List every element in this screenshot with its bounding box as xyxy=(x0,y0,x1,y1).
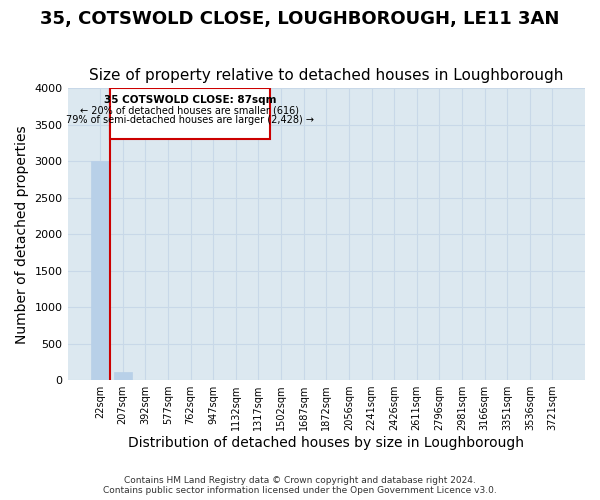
Bar xyxy=(91,162,109,380)
X-axis label: Distribution of detached houses by size in Loughborough: Distribution of detached houses by size … xyxy=(128,436,524,450)
Text: 35 COTSWOLD CLOSE: 87sqm: 35 COTSWOLD CLOSE: 87sqm xyxy=(104,94,276,104)
Title: Size of property relative to detached houses in Loughborough: Size of property relative to detached ho… xyxy=(89,68,563,83)
Text: Contains HM Land Registry data © Crown copyright and database right 2024.
Contai: Contains HM Land Registry data © Crown c… xyxy=(103,476,497,495)
Text: ← 20% of detached houses are smaller (616): ← 20% of detached houses are smaller (61… xyxy=(80,105,299,115)
Y-axis label: Number of detached properties: Number of detached properties xyxy=(15,125,29,344)
FancyBboxPatch shape xyxy=(110,88,270,140)
Text: 79% of semi-detached houses are larger (2,428) →: 79% of semi-detached houses are larger (… xyxy=(66,115,314,125)
Bar xyxy=(113,372,132,380)
Text: 35, COTSWOLD CLOSE, LOUGHBOROUGH, LE11 3AN: 35, COTSWOLD CLOSE, LOUGHBOROUGH, LE11 3… xyxy=(40,10,560,28)
